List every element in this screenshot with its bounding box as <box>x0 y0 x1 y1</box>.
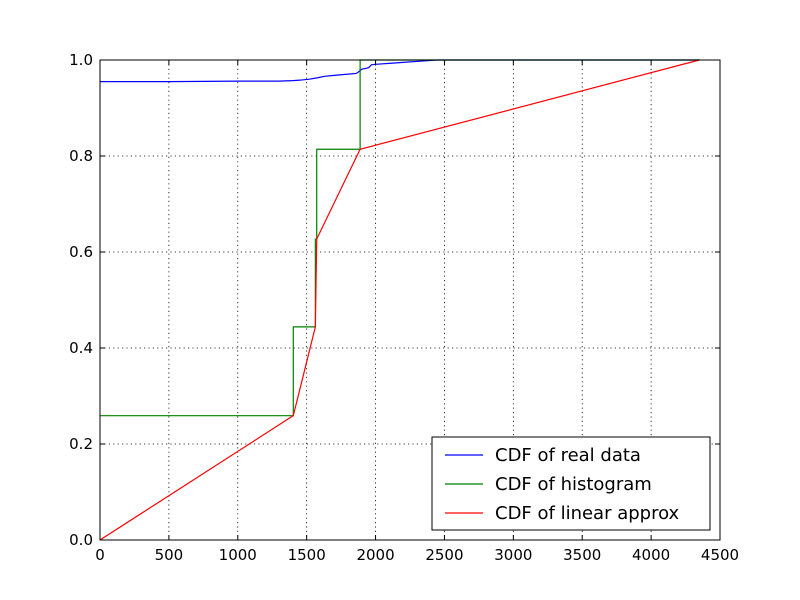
x-tick-label: 2500 <box>425 546 463 564</box>
axis-ticks: 0 500 1000 1500 2000 2500 3000 3500 4000 4500 0.0 0… <box>69 51 739 564</box>
x-tick-label: 0 <box>95 546 105 564</box>
x-tick-label: 2000 <box>356 546 394 564</box>
y-tick-label: 0.8 <box>69 147 93 165</box>
series-line-cdf-of-histogram <box>100 59 700 417</box>
legend-label-cdf-of-linear-approx: CDF of linear approx <box>495 503 680 524</box>
y-tick-label: 0.4 <box>69 339 93 357</box>
legend-label-cdf-of-histogram: CDF of histogram <box>495 474 652 495</box>
y-tick-label: 0.6 <box>69 243 93 261</box>
series-line-cdf-of-linear-approx <box>99 59 700 541</box>
x-tick-label: 4500 <box>701 546 739 564</box>
y-tick-label: 0.0 <box>69 531 93 549</box>
x-tick-label: 1000 <box>219 546 257 564</box>
series-lines <box>99 59 700 541</box>
legend-label-cdf-of-real-data: CDF of real data <box>495 445 641 466</box>
y-tick-label: 1.0 <box>69 51 93 69</box>
x-tick-label: 3000 <box>494 546 532 564</box>
x-tick-label: 500 <box>155 546 184 564</box>
plot-frame <box>99 59 721 541</box>
legend: CDF of real data CDF of histogram CDF of l… <box>431 436 711 531</box>
grid <box>100 60 720 540</box>
y-tick-label: 0.2 <box>69 435 93 453</box>
series-line-cdf-of-real-data <box>100 59 700 83</box>
x-tick-label: 1500 <box>288 546 326 564</box>
x-tick-label: 4000 <box>632 546 670 564</box>
x-tick-label: 3500 <box>563 546 601 564</box>
